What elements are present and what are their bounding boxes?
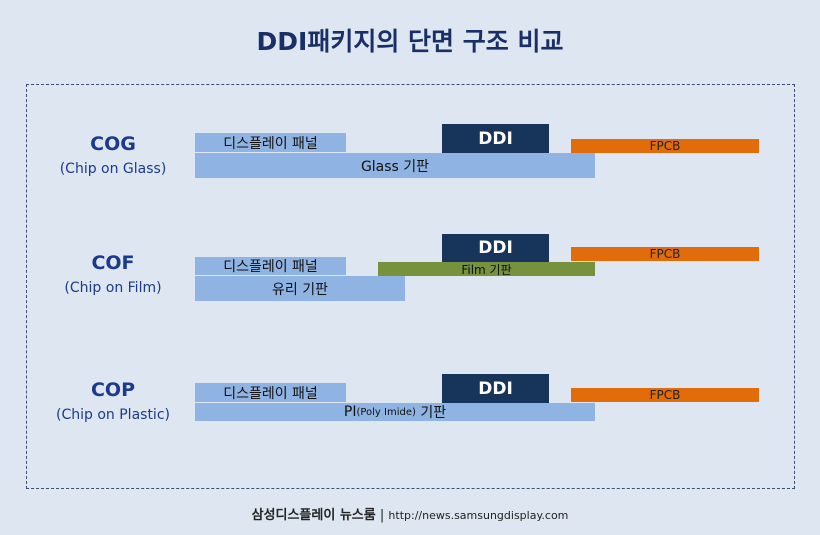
cog-subtitle: (Chip on Glass) [59,161,167,177]
footer: 삼성디스플레이 뉴스룸 | http://news.samsungdisplay… [0,504,820,523]
footer-url: http://news.samsungdisplay.com [388,509,569,522]
cop-label: COP (Chip on Plastic) [23,379,203,423]
cof-display-panel: 디스플레이 패널 [195,257,346,275]
cop-fpcb: FPCB [571,388,759,402]
cop-subtitle: (Chip on Plastic) [56,407,170,423]
cof-label: COF (Chip on Film) [23,252,203,296]
cop-pi-substrate: PI (Poly Imide) 기판 [195,403,595,421]
cog-display-panel: 디스플레이 패널 [195,133,346,152]
cof-ddi: DDI [442,234,549,262]
cof-name: COF [91,252,135,274]
cof-film-substrate: Film 기판 [378,262,595,277]
cop-substrate-tail: 기판 [420,405,447,421]
cop-substrate-main: PI [343,404,357,420]
cof-glass-substrate: 유리 기판 [195,276,405,301]
cop-ddi: DDI [442,374,549,403]
cog-name: COG [90,133,136,155]
cof-fpcb: FPCB [571,247,759,261]
footer-separator: | [379,508,385,523]
diagram-frame [26,84,795,489]
cop-name: COP [90,379,136,401]
cog-label: COG (Chip on Glass) [23,133,203,177]
cop-substrate-paren: (Poly Imide) [356,406,416,418]
cog-glass-substrate: Glass 기판 [195,153,595,178]
cog-fpcb: FPCB [571,139,759,153]
cop-display-panel: 디스플레이 패널 [195,383,346,402]
cof-subtitle: (Chip on Film) [64,280,162,296]
cog-ddi: DDI [442,124,549,153]
footer-brand: 삼성디스플레이 뉴스룸 [251,508,376,523]
page-title: DDI패키지의 단면 구조 비교 [256,27,564,56]
